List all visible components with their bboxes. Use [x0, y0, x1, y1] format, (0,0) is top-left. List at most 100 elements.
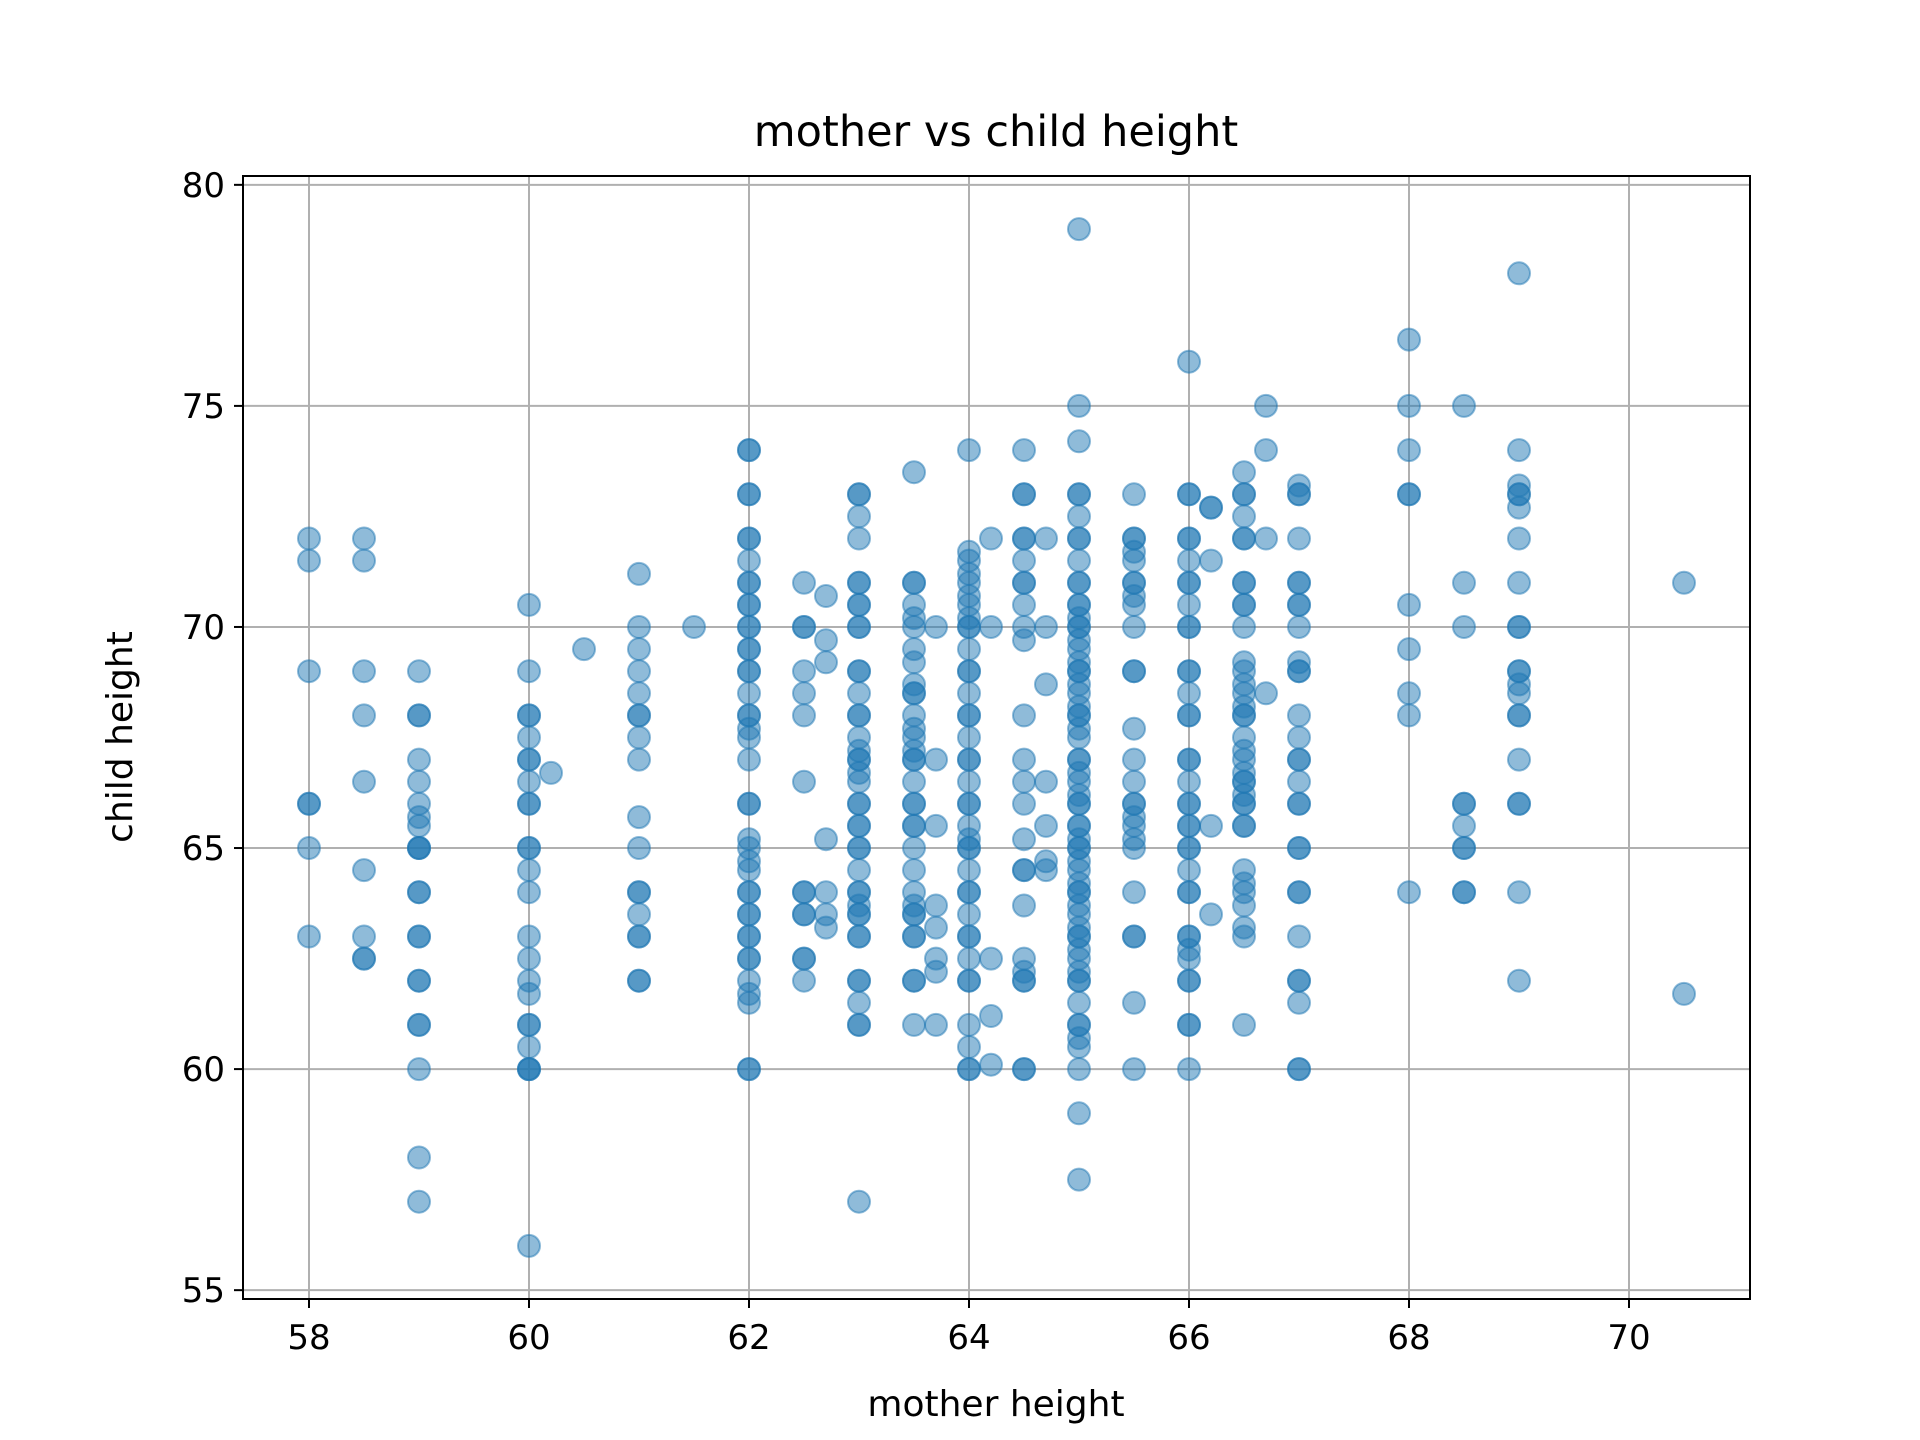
scatter-point [1012, 827, 1036, 852]
scatter-point [1232, 791, 1256, 816]
scatter-point [517, 659, 541, 684]
scatter-point [1452, 615, 1476, 639]
scatter-point [957, 1057, 981, 1082]
scatter-point [539, 760, 563, 785]
scatter-point [517, 1035, 541, 1059]
scatter-point [627, 615, 651, 639]
scatter-point [737, 482, 761, 507]
scatter-point [737, 615, 761, 639]
scatter-point [1067, 791, 1091, 816]
scatter-point [902, 924, 926, 949]
scatter-point [1232, 893, 1256, 918]
scatter-point [1287, 703, 1311, 728]
scatter-point [737, 880, 761, 905]
scatter-point [847, 592, 871, 617]
y-tick-label: 80 [182, 166, 225, 206]
x-tick-label: 68 [1387, 1318, 1430, 1358]
scatter-point [1672, 570, 1696, 595]
y-tick-label: 65 [182, 829, 225, 869]
scatter-point [957, 703, 981, 728]
scatter-point [957, 924, 981, 949]
scatter-point [1012, 703, 1036, 728]
scatter-point [902, 769, 926, 794]
scatter-point [1177, 659, 1201, 684]
scatter-point [1507, 703, 1531, 728]
scatter-point [979, 1052, 1003, 1077]
scatter-point [627, 968, 651, 993]
scatter-point [847, 968, 871, 993]
scatter-point [1397, 438, 1421, 463]
scatter-point [1034, 769, 1058, 794]
scatter-point [957, 836, 981, 860]
scatter-point [1067, 990, 1091, 1015]
scatter-point [902, 968, 926, 993]
scatter-point [957, 637, 981, 662]
scatter-point [792, 968, 816, 993]
scatter-point [847, 836, 871, 860]
scatter-point [1177, 681, 1201, 706]
scatter-point [1287, 836, 1311, 860]
scatter-point [1232, 592, 1256, 617]
scatter-point [924, 915, 948, 940]
scatter-point [979, 526, 1003, 551]
scatter-point [517, 858, 541, 883]
scatter-point [1177, 813, 1201, 838]
scatter-point [1287, 615, 1311, 639]
scatter-point [627, 637, 651, 662]
x-tick-label: 60 [507, 1318, 550, 1358]
scatter-point [1122, 482, 1146, 507]
scatter-point [1177, 615, 1201, 639]
scatter-point [1177, 592, 1201, 617]
x-tick-label: 64 [947, 1318, 990, 1358]
scatter-point [1012, 968, 1036, 993]
scatter-point [1067, 504, 1091, 529]
scatter-point [979, 946, 1003, 971]
scatter-point [1287, 725, 1311, 750]
scatter-point [1177, 858, 1201, 883]
scatter-point [957, 968, 981, 993]
scatter-point [1012, 438, 1036, 463]
scatter-point [1177, 747, 1201, 772]
scatter-point [1397, 592, 1421, 617]
scatter-point [792, 703, 816, 728]
scatter-point [297, 548, 321, 573]
scatter-point [902, 747, 926, 772]
scatter-point [352, 703, 376, 728]
scatter-point [407, 1057, 431, 1082]
scatter-point [352, 526, 376, 551]
scatter-point [924, 959, 948, 984]
scatter-point [1397, 681, 1421, 706]
scatter-point [1452, 880, 1476, 905]
y-tick-label: 70 [182, 608, 225, 648]
scatter-point [1287, 924, 1311, 949]
x-tick-label: 70 [1607, 1318, 1650, 1358]
scatter-point [1122, 548, 1146, 573]
scatter-point [957, 880, 981, 905]
scatter-point [1012, 893, 1036, 918]
scatter-point [1012, 858, 1036, 883]
scatter-point [1177, 1012, 1201, 1037]
scatter-point [1232, 526, 1256, 551]
scatter-point [407, 836, 431, 860]
axis-ticks: 58 60 62 64 66 68 70 55 60 65 70 75 80 [182, 166, 1651, 1358]
scatter-point [1177, 769, 1201, 794]
scatter-point [737, 747, 761, 772]
scatter-point [1507, 681, 1531, 706]
x-tick-label: 66 [1167, 1318, 1210, 1358]
scatter-point [737, 924, 761, 949]
scatter-point [297, 526, 321, 551]
scatter-point [902, 460, 926, 485]
scatter-point [1177, 349, 1201, 374]
scatter-point [792, 570, 816, 595]
scatter-point [957, 725, 981, 750]
scatter-point [352, 659, 376, 684]
scatter-point [1177, 880, 1201, 905]
scatter-point [517, 1233, 541, 1258]
scatter-point [1199, 548, 1223, 573]
scatter-point [517, 924, 541, 949]
scatter-point [407, 1145, 431, 1170]
scatter-point [792, 615, 816, 639]
scatter-point [847, 659, 871, 684]
scatter-point [1122, 990, 1146, 1015]
scatter-point [517, 725, 541, 750]
